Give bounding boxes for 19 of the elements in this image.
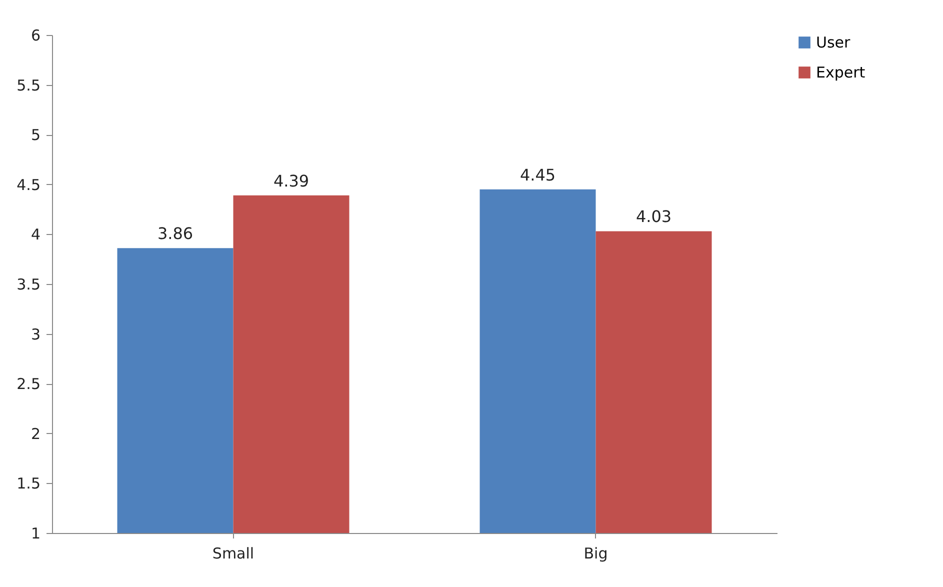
data-label: 4.39 [273,171,310,190]
y-tick-label: 2.5 [16,375,40,394]
y-tick-label: 2 [30,424,40,443]
y-tick-label: 5.5 [16,76,40,94]
data-label: 3.86 [157,224,194,244]
y-tick-label: 1 [30,524,40,542]
y-tick-label: 1.5 [16,474,40,493]
legend-label: Expert [816,64,866,82]
y-tick-label: 3.5 [16,276,40,294]
y-tick-label: 5 [30,126,40,144]
data-label: 4.45 [520,165,556,184]
y-tick-label: 4 [30,226,40,244]
y-tick-label: 6 [30,26,40,44]
y-tick-label: 3 [30,325,40,344]
legend-label: User [816,34,852,52]
x-tick-label: Small [212,544,254,562]
data-label: 4.03 [636,207,672,226]
x-tick-label: Big [584,544,608,562]
y-tick-label: 4.5 [16,176,40,194]
